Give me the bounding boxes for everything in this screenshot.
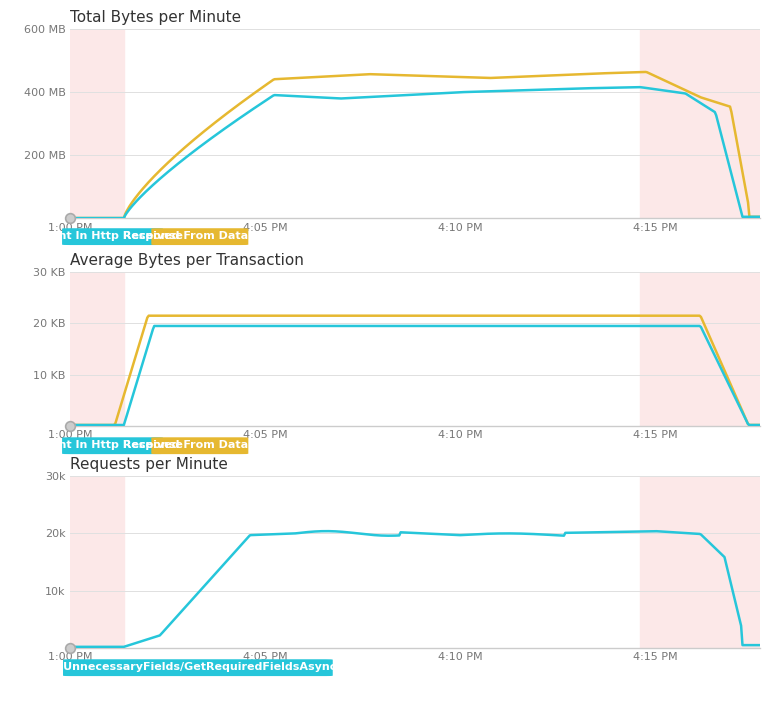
Bar (640, 272, 760, 426)
Text: Sent In Http Response: Sent In Http Response (43, 440, 182, 450)
FancyBboxPatch shape (63, 659, 333, 676)
Text: Received From Database: Received From Database (123, 440, 277, 450)
Bar (70, 29, 124, 218)
Text: Requests per Minute: Requests per Minute (70, 458, 227, 472)
Bar (70, 272, 124, 426)
Text: Sent In Http Response: Sent In Http Response (43, 231, 182, 241)
Bar (640, 29, 760, 218)
FancyBboxPatch shape (151, 228, 248, 245)
Bar (640, 476, 760, 648)
FancyBboxPatch shape (62, 228, 163, 245)
Text: Received From Database: Received From Database (123, 231, 277, 241)
Text: Total Bytes per Minute: Total Bytes per Minute (70, 10, 241, 24)
FancyBboxPatch shape (62, 437, 163, 454)
Bar (70, 476, 124, 648)
Text: Average Bytes per Transaction: Average Bytes per Transaction (70, 253, 303, 268)
FancyBboxPatch shape (151, 437, 248, 454)
Text: /UnnecessaryFields/GetRequiredFieldsAsync: /UnnecessaryFields/GetRequiredFieldsAsyn… (59, 662, 337, 672)
